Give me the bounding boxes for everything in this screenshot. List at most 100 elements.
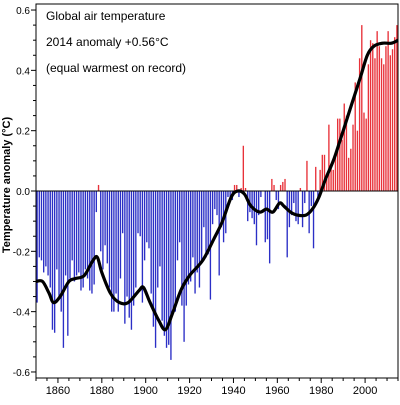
bar-1966 — [290, 191, 293, 216]
y-tick-label-4: 0.2 — [16, 127, 30, 138]
bar-1986 — [334, 157, 337, 191]
bar-1893 — [130, 191, 133, 330]
bar-1963 — [284, 178, 286, 191]
bar-1956 — [268, 191, 271, 264]
bar-1937 — [227, 191, 229, 198]
smoothed-curve-layer — [35, 38, 399, 332]
bar-1980 — [321, 154, 323, 191]
bar-1866 — [71, 191, 73, 261]
bar-1919 — [187, 191, 190, 285]
bar-1999 — [363, 112, 365, 191]
bar-1899 — [143, 191, 146, 261]
bar-1930 — [211, 191, 214, 225]
bar-1875 — [91, 191, 93, 294]
bar-1927 — [205, 191, 207, 258]
bar-1853 — [43, 191, 45, 273]
bar-1911 — [170, 191, 172, 360]
bar-1976 — [312, 191, 315, 249]
bar-2002 — [369, 40, 372, 191]
annotation-line-3: (equal warmest on record) — [46, 61, 186, 75]
bar-1946 — [247, 191, 249, 222]
bar-1923 — [196, 191, 198, 273]
bar-1996 — [356, 130, 359, 191]
bar-1998 — [361, 25, 363, 191]
bar-1858 — [53, 191, 56, 333]
bar-1883 — [108, 191, 111, 288]
y-tick-label-0: -0.6 — [13, 368, 31, 379]
bar-1885 — [113, 191, 115, 312]
bar-2012 — [391, 49, 394, 191]
bars-layer — [36, 25, 398, 360]
bar-1864 — [67, 191, 69, 336]
bar-1909 — [165, 191, 168, 348]
bar-1912 — [172, 191, 174, 312]
y-ticks-layer: -0.6 -0.4 -0.2 0.0 0.2 0.4 0.6 — [13, 6, 36, 379]
bar-1873 — [86, 191, 89, 279]
x-tick-label-1960: 1960 — [265, 385, 289, 397]
bar-2006 — [378, 46, 381, 192]
bar-1855 — [47, 191, 49, 276]
bar-2008 — [383, 64, 385, 191]
bar-1942 — [238, 191, 240, 198]
bar-1914 — [176, 191, 179, 261]
bar-1856 — [49, 191, 51, 288]
y-tick-label-5: 0.4 — [16, 66, 30, 77]
bar-1970 — [299, 187, 302, 191]
x-tick-label-1900: 1900 — [133, 385, 157, 397]
bar-1862 — [62, 191, 65, 348]
bar-2013 — [394, 37, 396, 192]
bar-1989 — [341, 139, 343, 191]
bar-1852 — [40, 191, 43, 261]
bar-1940 — [233, 184, 236, 191]
bar-1887 — [117, 191, 119, 312]
bar-2009 — [385, 46, 387, 192]
x-tick-label-1980: 1980 — [309, 385, 333, 397]
y-axis-label: Temperature anomaly (°C) — [1, 117, 13, 254]
bar-1975 — [310, 191, 313, 207]
bar-1958 — [273, 184, 275, 191]
x-tick-label-2000: 2000 — [353, 385, 377, 397]
bar-1924 — [198, 191, 201, 288]
bar-1991 — [345, 115, 348, 191]
bar-1860 — [58, 191, 60, 297]
bar-1888 — [119, 191, 122, 279]
bar-1931 — [214, 191, 216, 210]
bar-1997 — [358, 58, 361, 191]
bar-1968 — [295, 191, 297, 222]
bar-1944 — [242, 145, 245, 191]
x-tick-label-1920: 1920 — [177, 385, 201, 397]
bar-1926 — [203, 191, 205, 228]
bar-1982 — [326, 178, 328, 191]
bar-1978 — [317, 191, 319, 198]
bar-1881 — [104, 191, 106, 246]
bar-1957 — [271, 178, 273, 191]
x-tick-label-1940: 1940 — [221, 385, 245, 397]
bar-1876 — [93, 191, 95, 285]
y-tick-label-1: -0.4 — [13, 308, 31, 319]
annotation-line-1: Global air temperature — [46, 9, 166, 23]
bar-1987 — [336, 118, 339, 191]
bar-1868 — [75, 191, 78, 276]
bar-1915 — [179, 191, 181, 243]
bar-1902 — [150, 191, 152, 294]
bar-1878 — [97, 184, 100, 191]
bar-2003 — [372, 43, 374, 192]
bar-1865 — [69, 191, 71, 279]
bar-1925 — [200, 191, 203, 264]
bar-1896 — [137, 191, 139, 234]
bar-1890 — [124, 191, 126, 324]
bar-1955 — [266, 191, 269, 240]
bar-1993 — [350, 148, 352, 191]
bar-1928 — [207, 191, 209, 255]
annotation-line-2: 2014 anomaly +0.56°C — [46, 35, 169, 49]
bar-1894 — [132, 191, 135, 306]
bar-2005 — [376, 31, 378, 192]
bar-1861 — [60, 191, 62, 312]
bar-1984 — [330, 163, 332, 191]
bar-1877 — [95, 191, 98, 213]
bar-1889 — [121, 191, 124, 234]
bar-1932 — [216, 191, 218, 216]
bar-1913 — [174, 191, 176, 312]
bar-1972 — [304, 191, 306, 204]
